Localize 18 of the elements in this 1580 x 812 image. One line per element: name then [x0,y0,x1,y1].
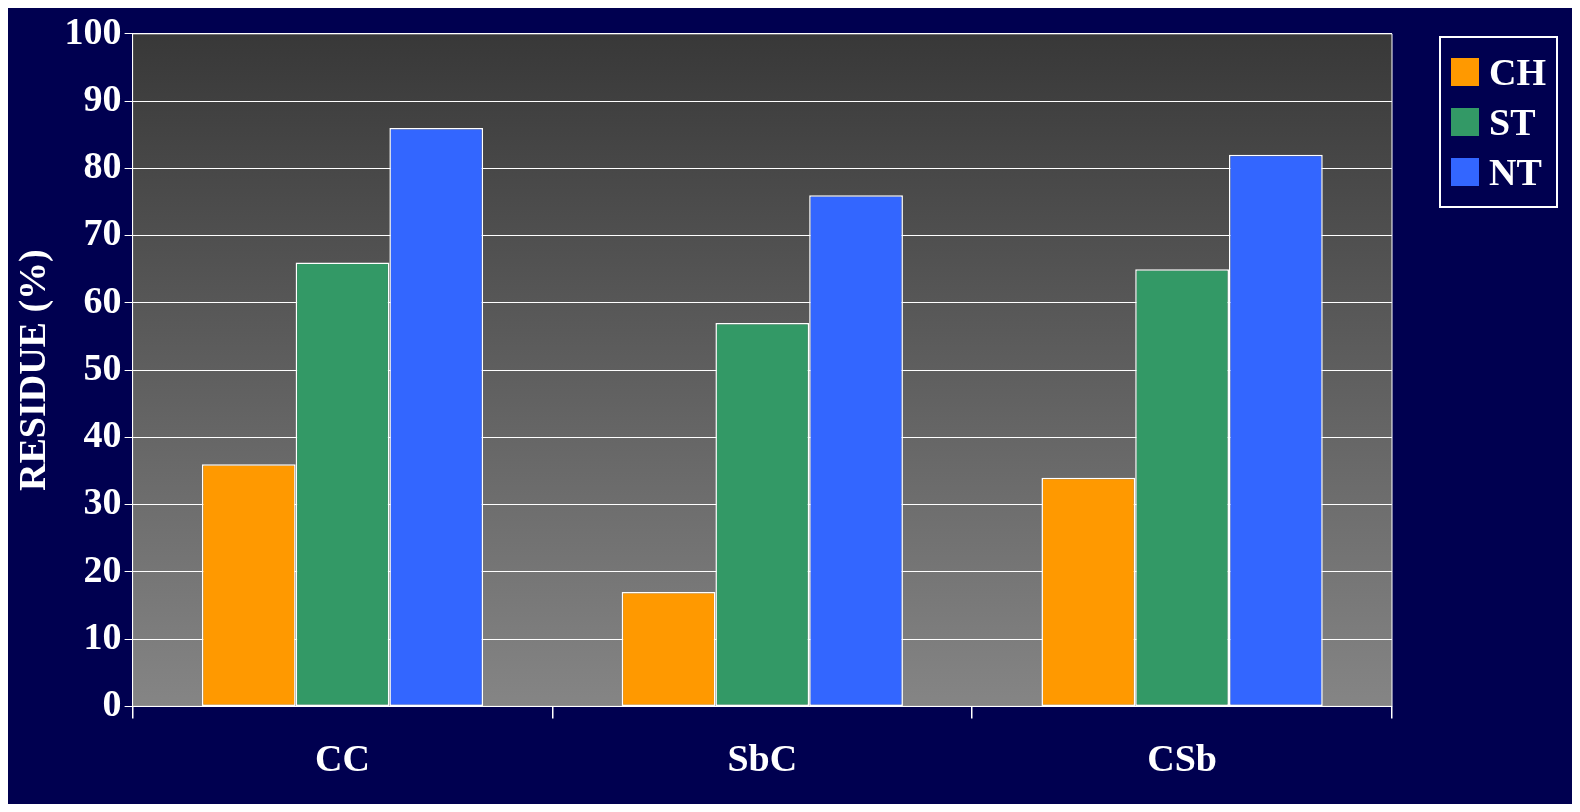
x-tick-label: CC [315,737,370,780]
y-tick-label: 100 [64,9,122,52]
y-tick-label: 40 [83,413,122,456]
y-tick-label: 50 [83,345,122,388]
x-tick-label: SbC [727,737,798,780]
y-tick-label: 60 [83,278,122,321]
legend-label: NT [1489,150,1542,194]
y-tick-label: 20 [83,547,122,590]
y-tick-label: 10 [83,614,122,657]
x-tick-label: CSb [1147,737,1217,780]
y-tick-label: 80 [83,144,122,187]
legend-label: CH [1489,50,1546,94]
y-tick-label: 70 [83,211,122,254]
y-axis-title: RESIDUE (%) [10,249,54,491]
legend-label: ST [1489,100,1536,144]
y-tick-label: 30 [83,480,122,523]
y-tick-label: 0 [102,682,122,725]
y-tick-label: 90 [83,76,122,119]
